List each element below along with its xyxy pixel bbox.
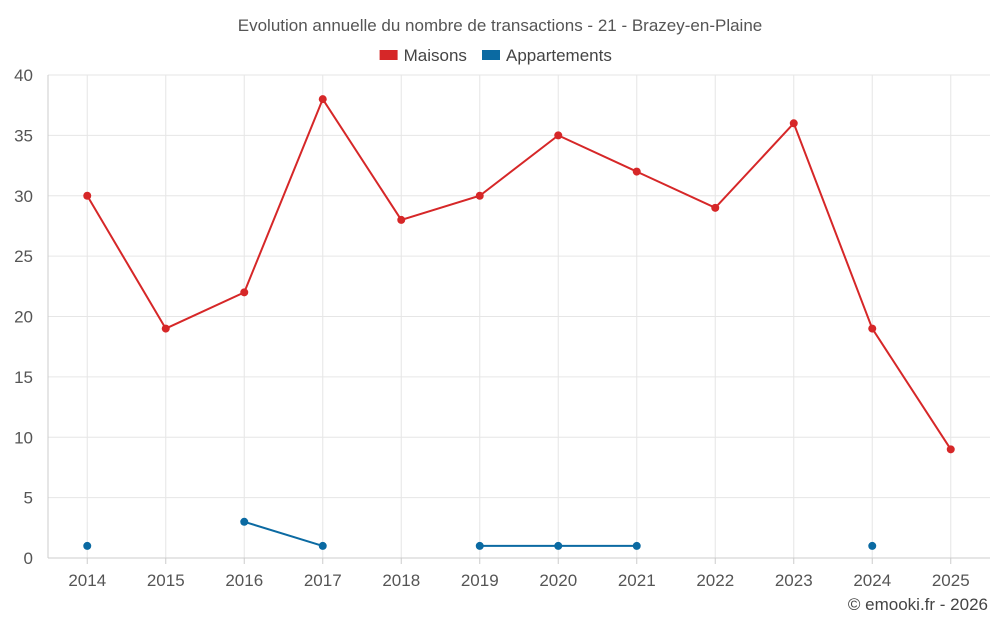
- data-point[interactable]: [554, 131, 563, 140]
- legend-swatch: [379, 50, 398, 60]
- data-point[interactable]: [789, 119, 798, 128]
- series-appartements: [83, 517, 877, 550]
- legend-label: Maisons: [404, 46, 467, 65]
- legend-label: Appartements: [506, 46, 612, 65]
- data-point[interactable]: [83, 191, 92, 200]
- x-tick-label: 2019: [461, 571, 499, 590]
- y-tick-label: 0: [24, 549, 33, 568]
- data-point[interactable]: [554, 541, 563, 550]
- chart-title: Evolution annuelle du nombre de transact…: [238, 16, 762, 35]
- y-tick-label: 35: [14, 126, 33, 145]
- y-tick-label: 5: [24, 489, 33, 508]
- data-point[interactable]: [475, 191, 484, 200]
- data-point[interactable]: [83, 541, 92, 550]
- x-tick-label: 2014: [68, 571, 106, 590]
- data-point[interactable]: [318, 541, 327, 550]
- x-tick-label: 2018: [382, 571, 420, 590]
- y-tick-label: 25: [14, 247, 33, 266]
- legend[interactable]: Maisons Appartements: [379, 46, 612, 65]
- data-point[interactable]: [711, 203, 720, 212]
- data-point[interactable]: [868, 324, 877, 333]
- series-layer: [83, 95, 955, 550]
- y-tick-label: 40: [14, 66, 33, 85]
- series-maisons: [83, 95, 955, 454]
- x-tick-label: 2023: [775, 571, 813, 590]
- y-tick-label: 30: [14, 187, 33, 206]
- series-line: [243, 520, 324, 547]
- x-tick-label: 2021: [618, 571, 656, 590]
- data-point[interactable]: [868, 541, 877, 550]
- data-point[interactable]: [161, 324, 170, 333]
- grid-lines: [48, 74, 990, 558]
- data-point[interactable]: [632, 541, 641, 550]
- series-line: [86, 96, 952, 450]
- legend-swatch: [482, 50, 500, 60]
- y-tick-label: 10: [14, 428, 33, 447]
- x-tick-label: 2016: [225, 571, 263, 590]
- data-point[interactable]: [240, 517, 249, 526]
- x-tick-label: 2017: [304, 571, 342, 590]
- data-point[interactable]: [946, 445, 955, 454]
- data-point[interactable]: [397, 215, 406, 224]
- x-tick-label: 2015: [147, 571, 185, 590]
- y-tick-label: 20: [14, 308, 33, 327]
- x-tick-label: 2025: [932, 571, 970, 590]
- legend-item-maisons[interactable]: Maisons: [379, 46, 467, 65]
- x-tick-label: 2022: [696, 571, 734, 590]
- data-point[interactable]: [632, 167, 641, 176]
- data-point[interactable]: [475, 541, 484, 550]
- x-tick-label: 2020: [539, 571, 577, 590]
- y-tick-label: 15: [14, 368, 33, 387]
- data-point[interactable]: [318, 95, 327, 104]
- legend-item-appartements[interactable]: Appartements: [482, 46, 612, 65]
- x-tick-label: 2024: [853, 571, 891, 590]
- data-point[interactable]: [240, 288, 249, 297]
- credit-text: © emooki.fr - 2026: [848, 595, 988, 614]
